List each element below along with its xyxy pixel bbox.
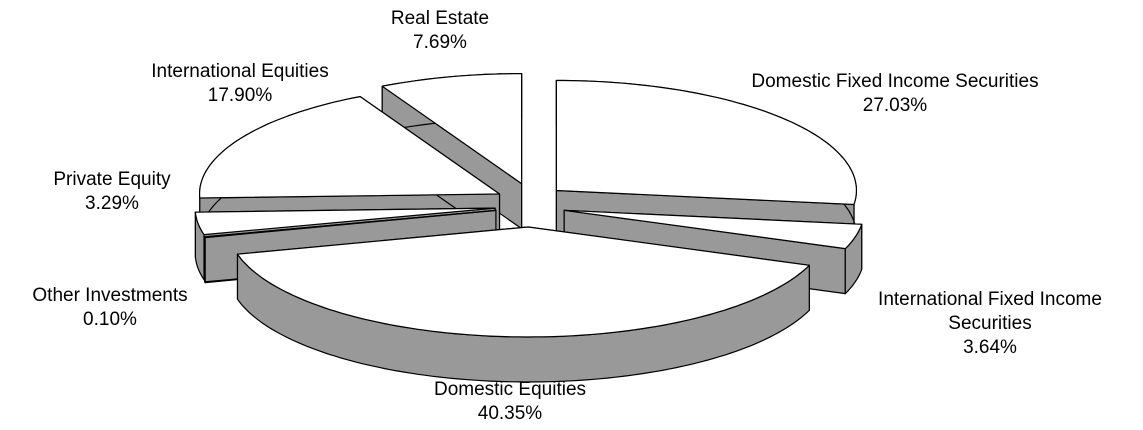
slice-name: Other Investments [32,285,188,306]
slice-label: Domestic Fixed Income Securities 27.03% [751,70,1038,118]
slice-value: 3.29% [85,193,139,214]
slice-label: Other Investments 0.10% [32,284,187,332]
slice-value: 0.10% [83,309,137,330]
pie-slice [236,226,810,383]
slice-label: Real Estate 7.69% [391,7,489,55]
slice-top [236,226,810,338]
slice-value: 17.90% [207,85,273,106]
slice-outer-wall [204,236,206,284]
slice-value: 40.35% [477,403,543,424]
slice-value: 3.64% [963,337,1017,358]
slice-name: Domestic Equities [433,379,587,400]
slice-name: Private Equity [53,169,171,190]
slice-top [204,209,497,239]
slice-label: International Fixed Income Securities 3.6… [840,288,1140,360]
slice-top [563,209,863,250]
slice-name: Real Estate [390,8,490,29]
slice-name: Domestic Fixed Income Securities [751,71,1039,92]
slice-label: Domestic Equities 40.35% [434,378,586,426]
slice-top [555,79,857,206]
slice-top [381,73,523,185]
slice-top [199,96,501,199]
slice-value: 7.69% [413,32,467,53]
slice-value: 27.03% [862,95,928,116]
slice-name: International Equities [151,61,329,82]
slice-name: International Fixed Income Securities [878,289,1102,334]
slice-label: International Equities 17.90% [151,60,328,108]
slice-label: Private Equity 3.29% [53,168,170,216]
slice-top [194,207,496,236]
